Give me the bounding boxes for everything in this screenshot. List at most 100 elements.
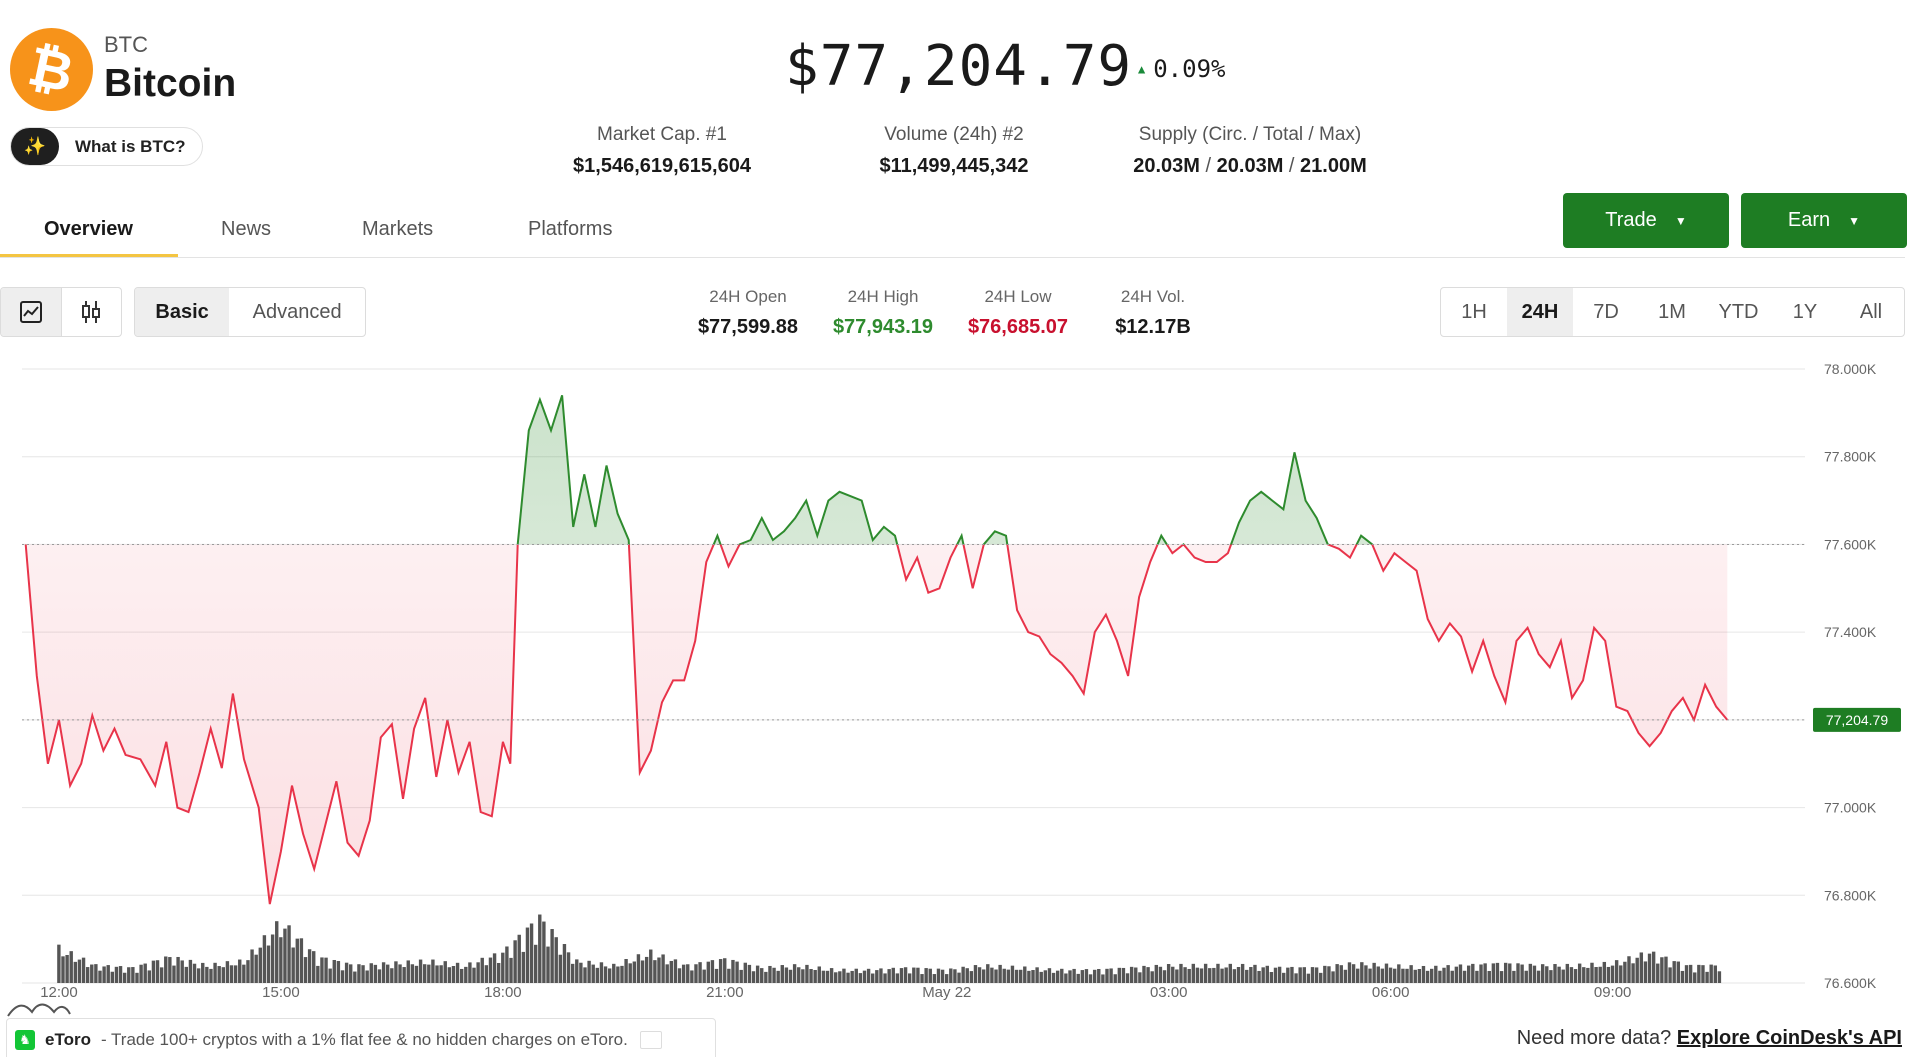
volume-bar (143, 963, 147, 983)
volume-bar (801, 969, 805, 983)
volume-bar (957, 972, 961, 983)
line-chart-icon[interactable] (1, 288, 61, 336)
range-1m[interactable]: 1M (1658, 300, 1686, 323)
volume-bar (229, 965, 234, 983)
volume-bar (838, 971, 842, 983)
volume-bar (1499, 971, 1504, 983)
volume-bar (875, 970, 879, 983)
api-promo: Need more data? Explore CoinDesk's API (1517, 1027, 1902, 1050)
trade-button[interactable]: Trade ▼ (1563, 193, 1729, 248)
volume-bar (196, 968, 201, 983)
volume-bar (542, 921, 546, 983)
volume-bar (1051, 972, 1056, 983)
chart-type-toggle (0, 287, 122, 337)
mode-advanced[interactable]: Advanced (252, 300, 342, 323)
volume-bar (307, 949, 312, 983)
range-24h[interactable]: 24H (1507, 288, 1573, 336)
mode-basic[interactable]: Basic (135, 288, 230, 336)
volume-bar (447, 967, 452, 983)
volume-bar (258, 947, 262, 983)
tab-news[interactable]: News (221, 218, 272, 240)
volume-bar (1187, 968, 1191, 983)
volume-bar (1080, 970, 1085, 983)
range-all[interactable]: All (1859, 300, 1883, 323)
ohlc-high: 24H High $77,943.19 (822, 287, 944, 339)
etoro-ad-banner[interactable]: ♞ eToro - Trade 100+ cryptos with a 1% f… (6, 1018, 716, 1057)
volume-bar (1282, 972, 1286, 983)
volume-bar (1619, 965, 1623, 983)
volume-bar (1664, 956, 1668, 983)
range-ytd[interactable]: YTD (1718, 300, 1759, 323)
volume-bar (233, 965, 238, 983)
volume-bar (990, 967, 994, 983)
volume-bar (1413, 969, 1417, 983)
volume-bar (172, 965, 176, 983)
tab-overview[interactable]: Overview (44, 218, 133, 240)
volume-bar (1693, 972, 1697, 983)
volume-bar (69, 951, 73, 983)
volume-bar (1553, 964, 1557, 983)
tab-markets[interactable]: Markets (362, 218, 434, 240)
volume-bar (871, 973, 875, 983)
volume-bar (1495, 962, 1500, 983)
y-tick-label: 77.000K (1824, 800, 1877, 816)
volume-bar (517, 934, 521, 983)
volume-bar (1343, 969, 1348, 983)
volume-bar (1512, 970, 1516, 983)
what-is-btc-button[interactable]: ✨ What is BTC? (10, 127, 203, 166)
volume-bar (410, 964, 415, 983)
volume-bar (254, 954, 258, 983)
volume-bar (316, 965, 320, 983)
volume-bar (377, 969, 382, 983)
volume-bar (690, 970, 694, 983)
volume-bar (924, 968, 928, 983)
volume-bar (1540, 964, 1545, 983)
volume-bar (1175, 969, 1179, 983)
volume-bar (1577, 963, 1582, 983)
volume-bar (431, 959, 435, 983)
volume-bar (94, 964, 98, 983)
ohlc-low-value: $76,685.07 (967, 316, 1069, 338)
volume-bar (797, 967, 801, 983)
volume-bar (159, 967, 164, 983)
ohlc-low: 24H Low $76,685.07 (957, 287, 1079, 339)
volume-bar (192, 963, 197, 983)
price-chart[interactable]: 78.000K77.800K77.600K77.400K77.200K77.00… (0, 355, 1920, 1000)
earn-button[interactable]: Earn ▼ (1741, 193, 1907, 248)
volume-bar (295, 938, 299, 983)
candlestick-icon[interactable] (60, 288, 121, 336)
range-1h[interactable]: 1H (1461, 300, 1487, 323)
supply-circulating: 20.03M (1133, 155, 1200, 177)
ohlc-low-label: 24H Low (984, 287, 1052, 306)
tab-platforms[interactable]: Platforms (528, 218, 613, 240)
volume-bar (406, 960, 410, 983)
range-1y[interactable]: 1Y (1792, 300, 1818, 323)
volume-bar (464, 966, 468, 983)
ohlc-volume-value: $12.17B (1115, 316, 1191, 338)
ad-marker-icon (639, 1031, 662, 1049)
volume-bar (135, 972, 139, 983)
volume-bar (1097, 968, 1101, 983)
volume-bar (312, 951, 316, 983)
range-7d[interactable]: 7D (1593, 300, 1619, 323)
volume-bar (147, 970, 152, 983)
volume-bar (332, 959, 336, 983)
volume-bar (1466, 965, 1471, 983)
volume-bar (1438, 970, 1442, 983)
volume-bar (854, 968, 858, 983)
x-tick-label: 21:00 (706, 984, 744, 1000)
market-cap-stat: Market Cap. #1 $1,546,619,615,604 (532, 124, 792, 178)
volume-bar (698, 962, 702, 983)
volume-bar (1508, 963, 1512, 983)
supply-label: Supply (Circ. / Total / Max) (1138, 124, 1362, 145)
volume-bar (1471, 963, 1475, 983)
volume-bar (201, 962, 205, 983)
volume-bar (632, 961, 637, 983)
volume-bar (607, 968, 612, 983)
explore-api-link[interactable]: Explore CoinDesk's API (1676, 1027, 1902, 1049)
volume-bar (969, 971, 974, 983)
volume-bar (760, 968, 764, 983)
volume-bar (591, 964, 595, 983)
volume-bar (1458, 964, 1463, 983)
volume-bar (727, 968, 731, 983)
